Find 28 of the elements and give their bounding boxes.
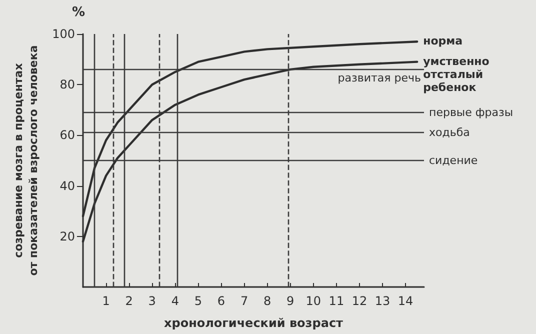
- x-tick-label: 3: [148, 294, 156, 308]
- x-tick-label: 5: [194, 294, 202, 308]
- x-tick-label: 4: [171, 294, 179, 308]
- y-tick-label: 20: [60, 229, 75, 244]
- series-label: умственно отсталый ребенок: [423, 54, 494, 94]
- x-tick-label: 8: [264, 294, 272, 308]
- series-label: норма: [423, 34, 463, 48]
- x-tick-label: 14: [398, 294, 414, 308]
- y-axis-title: созревание мозга в процентах от показателей взрослого человека: [12, 45, 40, 276]
- ref-line-label: сидение: [429, 154, 478, 167]
- x-tick-label: 1: [102, 294, 110, 308]
- x-tick-label: 10: [306, 294, 322, 308]
- y-tick-label: 100: [52, 27, 75, 41]
- y-tick-label: 60: [60, 128, 75, 142]
- x-tick-label: 9: [286, 294, 294, 308]
- text: %: [72, 5, 86, 20]
- x-tick-label: 11: [328, 294, 344, 308]
- ref-line-label: первые фразы: [429, 106, 514, 119]
- x-axis-title: хронологический возраст: [164, 316, 344, 330]
- ref-line-label: развитая речь: [338, 71, 421, 84]
- ref-line-label: ходьба: [429, 126, 470, 140]
- x-tick-label: 6: [217, 294, 226, 308]
- x-tick-label: 13: [374, 294, 390, 308]
- x-tick-label: 2: [125, 294, 133, 308]
- y-tick-label: 80: [60, 78, 75, 92]
- x-tick-label: 12: [352, 294, 368, 308]
- x-tick-label: 7: [240, 294, 248, 308]
- y-tick-label: 40: [60, 178, 75, 193]
